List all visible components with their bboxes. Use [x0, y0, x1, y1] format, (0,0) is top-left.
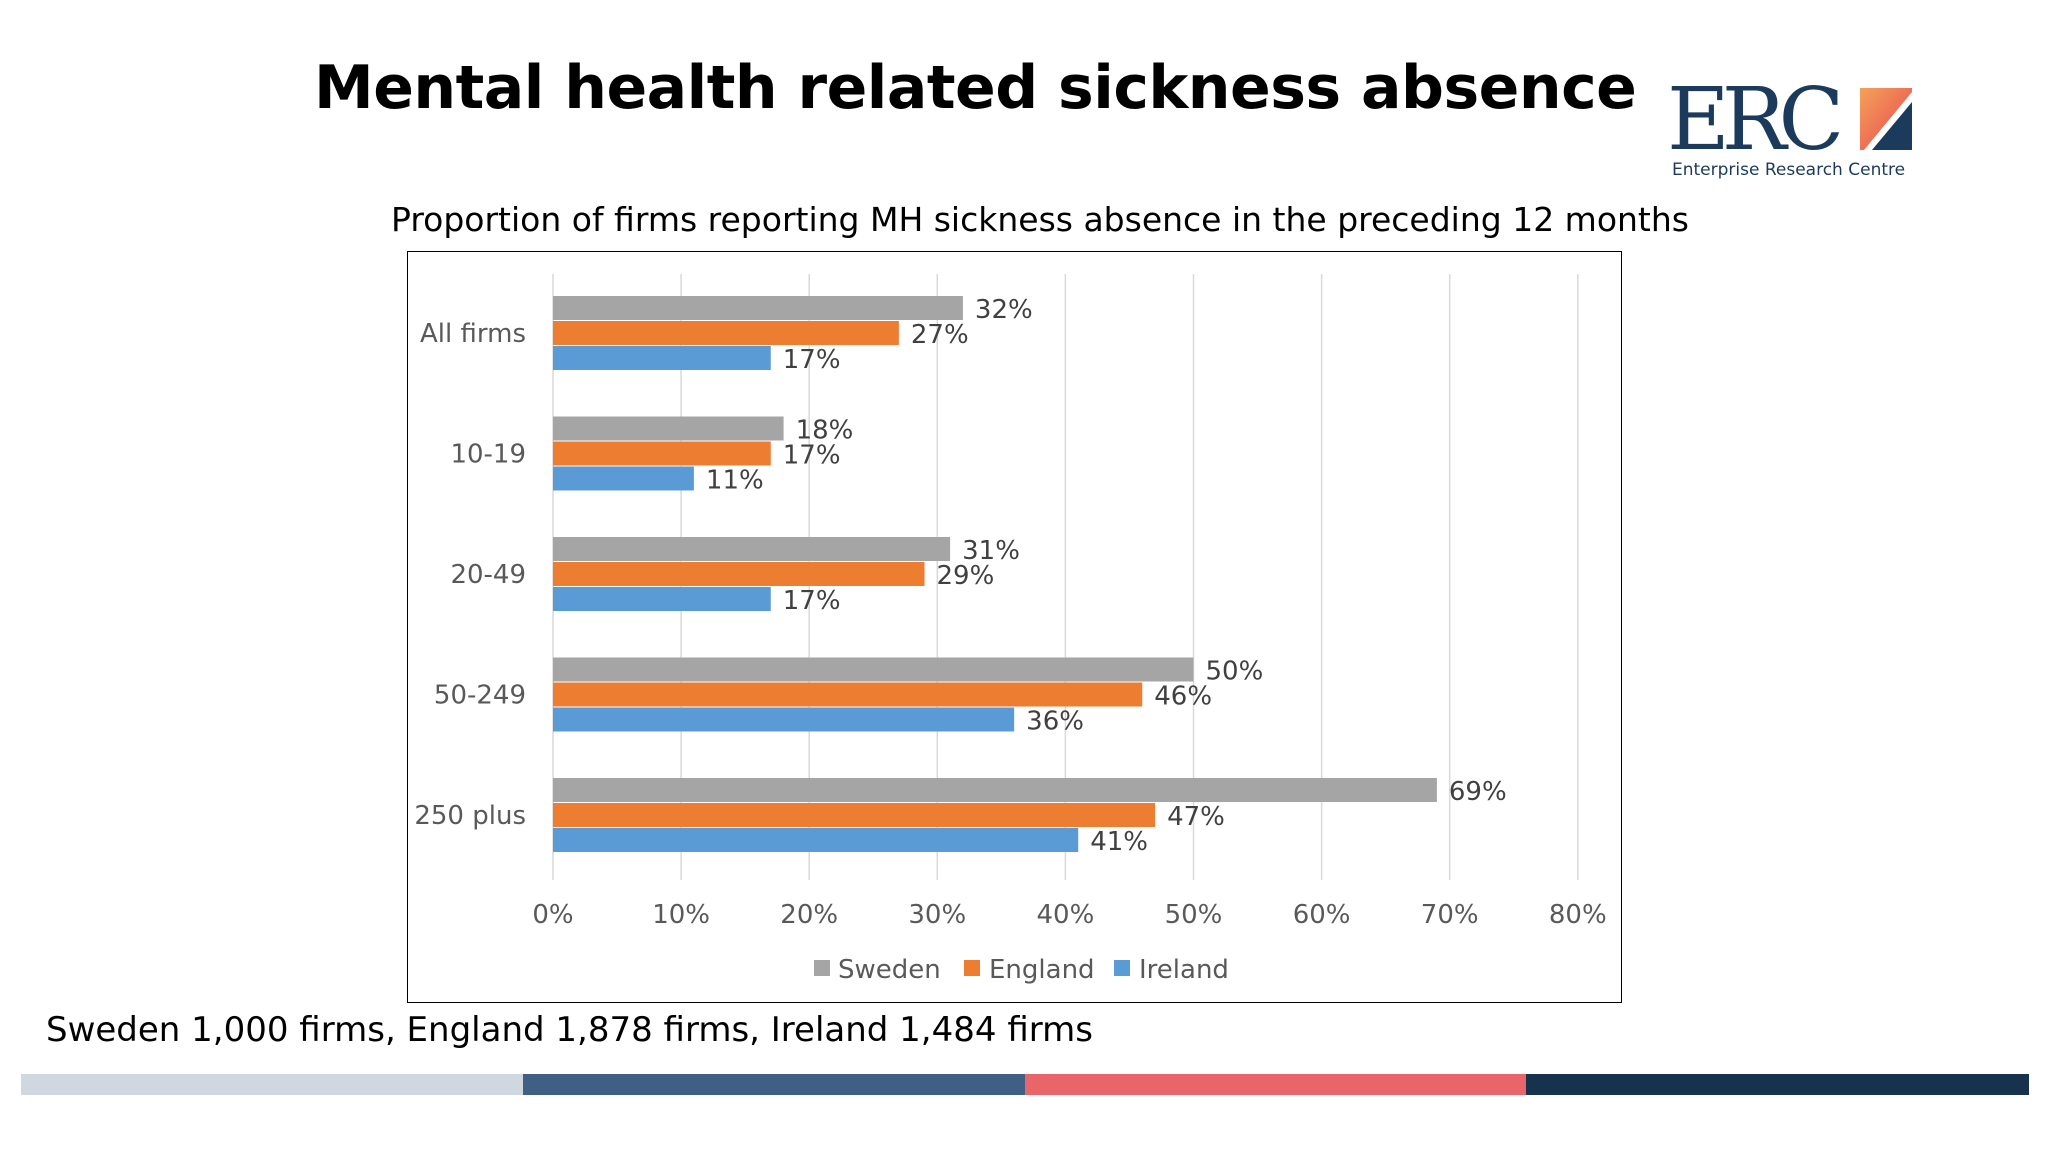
- legend-swatch-ireland: [1114, 960, 1130, 976]
- bar-england: [553, 562, 925, 586]
- data-label: 11%: [706, 466, 764, 496]
- legend-label: Sweden: [838, 955, 941, 985]
- bar-ireland: [553, 828, 1079, 852]
- footer-stripe-segment: [1024, 1074, 1527, 1095]
- category-label: 10-19: [450, 440, 526, 470]
- data-label: 17%: [783, 345, 841, 375]
- x-tick-label: 50%: [1165, 900, 1223, 930]
- bar-ireland: [553, 466, 694, 491]
- x-tick-label: 40%: [1037, 900, 1095, 930]
- x-tick-label: 30%: [908, 900, 966, 930]
- bar-england: [553, 803, 1156, 827]
- data-label: 27%: [911, 320, 969, 350]
- category-label: 50-249: [434, 681, 526, 711]
- bar-chart: 0% 10% 20% 30% 40% 50% 60% 70% 80% All firms 32%27…: [414, 274, 1607, 985]
- data-label: 32%: [975, 295, 1033, 325]
- logo-text: ERC: [1667, 70, 1844, 170]
- chart-title: Proportion of firms reporting MH sicknes…: [391, 200, 1689, 239]
- legend-swatch-england: [964, 960, 980, 976]
- x-tick-label: 10%: [652, 900, 710, 930]
- x-tick-label: 70%: [1421, 900, 1479, 930]
- data-label: 31%: [962, 536, 1020, 566]
- x-tick-label: 80%: [1549, 900, 1607, 930]
- bar-sweden: [553, 416, 784, 441]
- category-label: All firms: [420, 319, 526, 349]
- bar-ireland: [553, 346, 771, 370]
- data-label: 17%: [783, 586, 841, 616]
- logo-subtitle: Enterprise Research Centre: [1672, 160, 1906, 180]
- footer-stripe-segment: [522, 1074, 1025, 1095]
- x-tick-label: 0%: [532, 900, 573, 930]
- data-label: 46%: [1154, 682, 1212, 712]
- bar-sweden: [553, 296, 963, 320]
- slide-title: Mental health related sickness absence: [314, 53, 1637, 123]
- data-label: 17%: [783, 441, 841, 471]
- data-label: 18%: [796, 416, 854, 446]
- bar-sweden: [553, 778, 1437, 802]
- data-label: 36%: [1026, 707, 1084, 737]
- data-label: 29%: [936, 561, 994, 591]
- legend-swatch-sweden: [814, 960, 830, 976]
- bar-ireland: [553, 707, 1015, 732]
- data-label: 47%: [1167, 802, 1225, 832]
- data-label: 50%: [1206, 657, 1264, 687]
- data-label: 69%: [1449, 777, 1507, 807]
- footer-stripe-segment: [21, 1074, 524, 1095]
- legend-label: Ireland: [1139, 955, 1229, 985]
- data-label: 41%: [1090, 827, 1148, 857]
- chart-area: 0% 10% 20% 30% 40% 50% 60% 70% 80% All firms 32% 27…: [407, 251, 1622, 1003]
- bar-england: [553, 321, 899, 345]
- x-tick-label: 60%: [1293, 900, 1351, 930]
- x-tick-label: 20%: [780, 900, 838, 930]
- bar-england: [553, 682, 1143, 707]
- category-label: 250 plus: [414, 801, 526, 831]
- category-label: 20-49: [450, 560, 526, 590]
- erc-logo: ERC Enterprise Research Centre: [1660, 72, 1920, 192]
- logo-mark-icon: [1860, 88, 1912, 150]
- bar-sweden: [553, 537, 951, 561]
- sample-size-note: Sweden 1,000 firms, England 1,878 firms,…: [46, 1010, 1093, 1050]
- bar-ireland: [553, 587, 771, 611]
- legend-label: England: [989, 955, 1095, 985]
- bar-sweden: [553, 657, 1194, 682]
- bar-england: [553, 441, 771, 466]
- footer-stripe-segment: [1526, 1074, 2029, 1095]
